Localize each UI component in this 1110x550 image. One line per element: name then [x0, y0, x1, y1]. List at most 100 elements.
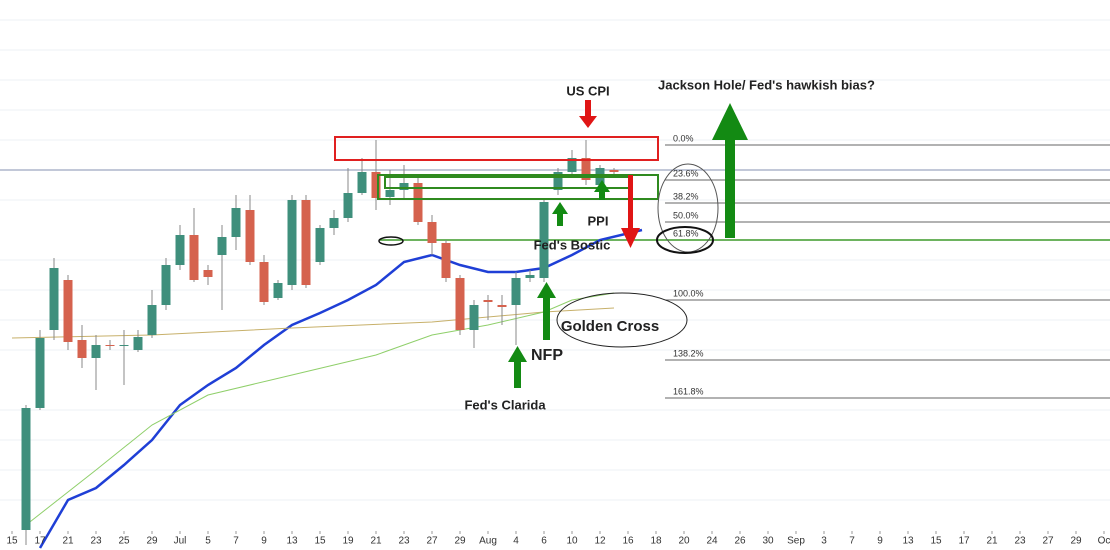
x-tick-label: Oc: [1098, 536, 1110, 547]
candle-body: [357, 172, 367, 193]
x-tick-label: 26: [734, 536, 746, 547]
candle-body: [63, 280, 73, 342]
candle-body: [497, 305, 507, 307]
fib-label: 100.0%: [673, 288, 704, 298]
x-tick-label: Sep: [787, 536, 805, 547]
candle-body: [441, 243, 451, 278]
candle-body: [315, 228, 325, 262]
x-tick-label: 6: [541, 536, 547, 547]
fib-label: 0.0%: [673, 133, 694, 143]
annotation: Fed's Clarida: [464, 397, 546, 412]
candle-body: [133, 337, 143, 350]
candle-body: [49, 268, 59, 330]
candle-body: [511, 278, 521, 305]
marks: [21, 140, 619, 545]
underlay: 0.0% 23.6% 38.2% 50.0% 61.8% 100.0% 138.2% 161.…: [0, 133, 1110, 549]
candle-body: [553, 172, 563, 190]
annotation: Golden Cross: [561, 318, 659, 335]
x-tick-label: 29: [1070, 536, 1082, 547]
candle-body: [329, 218, 339, 228]
candle-body: [259, 262, 269, 302]
x-tick-label: 12: [594, 536, 606, 547]
x-tick-label: 13: [286, 536, 298, 547]
x-tick-label: 21: [370, 536, 382, 547]
x-tick-label: 23: [90, 536, 102, 547]
candle-body: [119, 345, 129, 346]
fib-label: 38.2%: [673, 191, 699, 201]
candle-body: [469, 305, 479, 330]
candle-body: [245, 210, 255, 262]
arrow-up: [537, 282, 556, 340]
x-tick-label: 16: [622, 536, 634, 547]
candle-body: [525, 275, 535, 278]
x-tick-label: 9: [877, 536, 883, 547]
x-tick-label: 23: [1014, 536, 1026, 547]
drawings: [334, 136, 719, 348]
annotation: Fed's Bostic: [534, 237, 611, 252]
candle-body: [385, 190, 395, 197]
candle-body: [175, 235, 185, 265]
annotation: PPI: [588, 213, 609, 228]
moving-average: [11, 307, 615, 339]
x-tick-label: 17: [958, 536, 970, 547]
candle-body: [21, 408, 31, 530]
candle-body: [203, 270, 213, 277]
moving-average: [25, 292, 615, 526]
candle-body: [581, 158, 591, 180]
fib-label: 23.6%: [673, 168, 699, 178]
candle-body: [35, 338, 45, 408]
candle-body: [455, 278, 465, 330]
fib-label: 138.2%: [673, 348, 704, 358]
x-tick-label: 25: [118, 536, 130, 547]
candle-body: [273, 283, 283, 298]
candle-body: [217, 237, 227, 255]
arrows: [508, 100, 748, 388]
x-tick-label: 15: [6, 536, 18, 547]
candle-body: [483, 300, 493, 302]
x-tick-label: Jul: [174, 536, 187, 547]
annotation: US CPI: [566, 83, 609, 98]
candle-body: [161, 265, 171, 305]
x-tick-label: 29: [454, 536, 466, 547]
candle-body: [77, 340, 87, 358]
x-tick-label: 21: [986, 536, 998, 547]
x-tick-label: 29: [146, 536, 158, 547]
arrow-up: [508, 346, 527, 388]
x-axis: 15 17 21 23 25 29 Jul 5 7 9 13 15 19 21 23 27 29 Aug 4 6 10 1…: [6, 531, 1110, 547]
x-tick-label: 7: [849, 536, 855, 547]
x-tick-label: 30: [762, 536, 774, 547]
x-tick-label: 13: [902, 536, 914, 547]
x-tick-label: 9: [261, 536, 267, 547]
x-tick-label: 18: [650, 536, 662, 547]
candle-body: [567, 158, 577, 172]
x-tick-label: 21: [62, 536, 74, 547]
candle-body: [609, 170, 619, 172]
arrow-down: [579, 100, 597, 128]
ellipse: [556, 292, 688, 348]
candle-body: [371, 172, 381, 198]
candle-body: [413, 183, 423, 222]
x-tick-label: 24: [706, 536, 718, 547]
resistance-box: [334, 136, 659, 161]
x-tick-label: 15: [930, 536, 942, 547]
candle-body: [287, 200, 297, 285]
candle-body: [189, 235, 199, 280]
x-tick-label: 5: [205, 536, 211, 547]
ellipse: [656, 226, 714, 254]
range-box: [377, 174, 659, 200]
x-tick-label: 27: [426, 536, 438, 547]
ellipse: [378, 236, 404, 246]
x-tick-label: 27: [1042, 536, 1054, 547]
arrow-up: [552, 202, 568, 226]
candle-body: [231, 208, 241, 237]
arrow-up: [594, 180, 610, 200]
candle-body: [91, 345, 101, 358]
candle-body: [539, 202, 549, 278]
x-tick-label: 20: [678, 536, 690, 547]
x-tick-label: Aug: [479, 536, 497, 547]
candle-body: [399, 183, 409, 190]
candle-body: [343, 193, 353, 218]
x-tick-label: 15: [314, 536, 326, 547]
fib-label: 61.8%: [673, 228, 699, 238]
